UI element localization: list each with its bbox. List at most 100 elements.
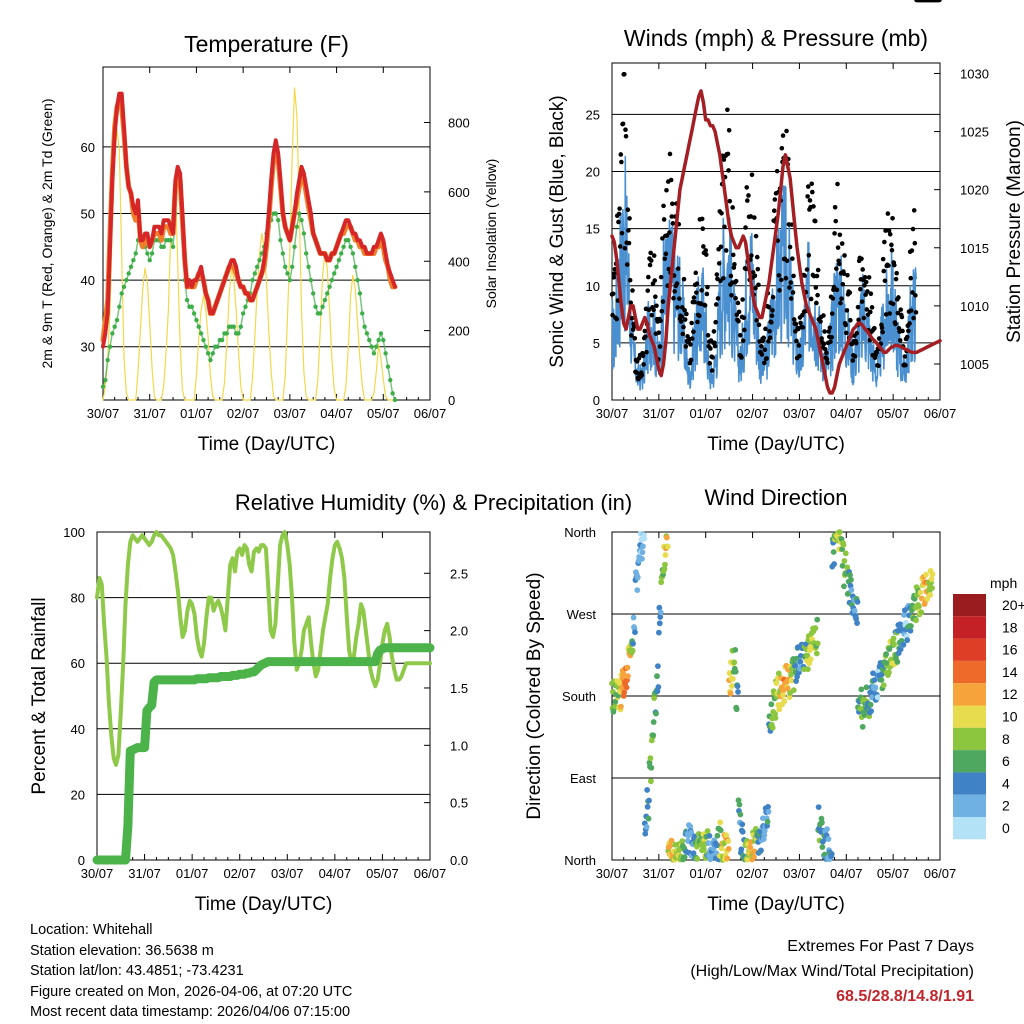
direction-point	[732, 668, 739, 675]
x-tick-label: 04/07	[319, 866, 352, 881]
direction-point	[913, 617, 920, 624]
gust-point	[836, 261, 842, 267]
gust-point	[675, 266, 681, 271]
gust-point	[834, 266, 839, 271]
speed-legend: mph 20+ 18 16 14 12 10 8 6 4 2 0	[953, 575, 1024, 840]
gust-point	[872, 325, 877, 331]
gust-point	[651, 253, 657, 258]
gust-point	[627, 216, 632, 221]
y-right-tick-label: 400	[448, 254, 470, 269]
gust-point	[632, 335, 638, 341]
gust-point	[858, 286, 863, 292]
direction-point	[854, 620, 860, 626]
x-tick-label: 02/07	[223, 866, 256, 881]
chart-title: Wind Direction	[704, 485, 847, 510]
gust-point	[689, 336, 695, 341]
gust-point	[842, 253, 847, 258]
extremes-box: Extremes For Past 7 Days (High/Low/Max W…	[690, 934, 974, 1009]
x-tick-label: 06/07	[924, 406, 957, 421]
gust-point	[700, 226, 706, 231]
direction-point	[630, 614, 637, 621]
gust-point	[720, 275, 726, 281]
direction-point	[825, 836, 832, 842]
plot-frame	[96, 531, 431, 861]
direction-point	[872, 684, 879, 691]
gust-point	[729, 292, 734, 298]
direction-point	[655, 684, 662, 690]
gust-point	[610, 312, 615, 318]
direction-point	[647, 755, 654, 762]
gust-point	[730, 252, 736, 258]
gust-point	[704, 291, 710, 297]
direction-point	[815, 804, 822, 811]
direction-point	[928, 576, 935, 582]
gust-point	[679, 314, 684, 319]
direction-point	[781, 698, 788, 705]
gust-point	[664, 187, 669, 193]
legend-swatch	[953, 772, 986, 795]
direction-point	[904, 637, 911, 644]
direction-point	[643, 824, 650, 830]
direction-point	[758, 847, 764, 854]
gust-point	[839, 241, 845, 246]
y-right-tick-label: 2.5	[450, 566, 468, 581]
direction-point	[836, 529, 843, 535]
direction-point	[662, 552, 669, 558]
y-tick-label: 60	[81, 140, 95, 155]
y-right-tick-label: 600	[448, 185, 470, 200]
gust-point	[822, 329, 827, 334]
direction-point	[840, 542, 847, 548]
gust-point	[640, 353, 646, 359]
created-text: Figure created on Mon, 2026-04-06, at 07…	[30, 983, 353, 1000]
location-text: Location: Whitehall	[30, 922, 153, 938]
gust-point	[683, 344, 689, 349]
gust-point	[757, 339, 762, 344]
gust-point	[804, 267, 810, 272]
direction-point	[648, 764, 655, 771]
y-right-tick-label: 1010	[960, 299, 989, 314]
y-tick-label: South	[562, 689, 596, 704]
gust-point	[715, 296, 721, 301]
gust-point	[847, 290, 853, 295]
gust-point	[887, 311, 892, 316]
gust-point	[813, 285, 819, 290]
gust-point	[776, 273, 782, 278]
direction-point	[773, 680, 780, 687]
gust-point	[743, 225, 748, 230]
gust-point	[737, 332, 743, 338]
gust-point	[702, 303, 708, 308]
y-tick-label: East	[570, 771, 596, 786]
direction-point	[902, 619, 909, 626]
gust-point	[898, 307, 904, 312]
direction-point	[704, 828, 711, 834]
direction-point	[640, 543, 646, 550]
gust-point	[783, 275, 789, 281]
gust-point	[753, 285, 758, 291]
direction-point	[929, 585, 935, 592]
gust-point	[616, 211, 622, 217]
gust-point	[658, 274, 664, 280]
gust-point	[646, 274, 651, 280]
gust-point	[761, 335, 766, 341]
direction-point	[871, 677, 878, 684]
direction-point	[744, 856, 751, 863]
y-axis-label: 2m & 9m T (Red, Orange) & 2m Td (Green)	[39, 99, 55, 369]
direction-point	[890, 635, 897, 642]
direction-point	[863, 684, 870, 691]
x-tick-label: 01/07	[689, 406, 722, 421]
gust-point	[762, 347, 768, 353]
gust-point	[821, 313, 826, 318]
gust-point	[763, 326, 768, 332]
gust-point	[840, 281, 846, 287]
direction-point	[769, 724, 776, 731]
gust-point	[688, 357, 694, 363]
x-tick-label: 30/07	[596, 866, 629, 881]
gust-point	[626, 228, 631, 233]
gust-point	[642, 328, 648, 334]
y-tick-label: West	[567, 607, 597, 622]
gust-point	[754, 254, 760, 260]
gust-point	[874, 350, 880, 355]
direction-point	[793, 678, 800, 685]
direction-point	[831, 561, 838, 567]
gust-point	[824, 350, 829, 356]
